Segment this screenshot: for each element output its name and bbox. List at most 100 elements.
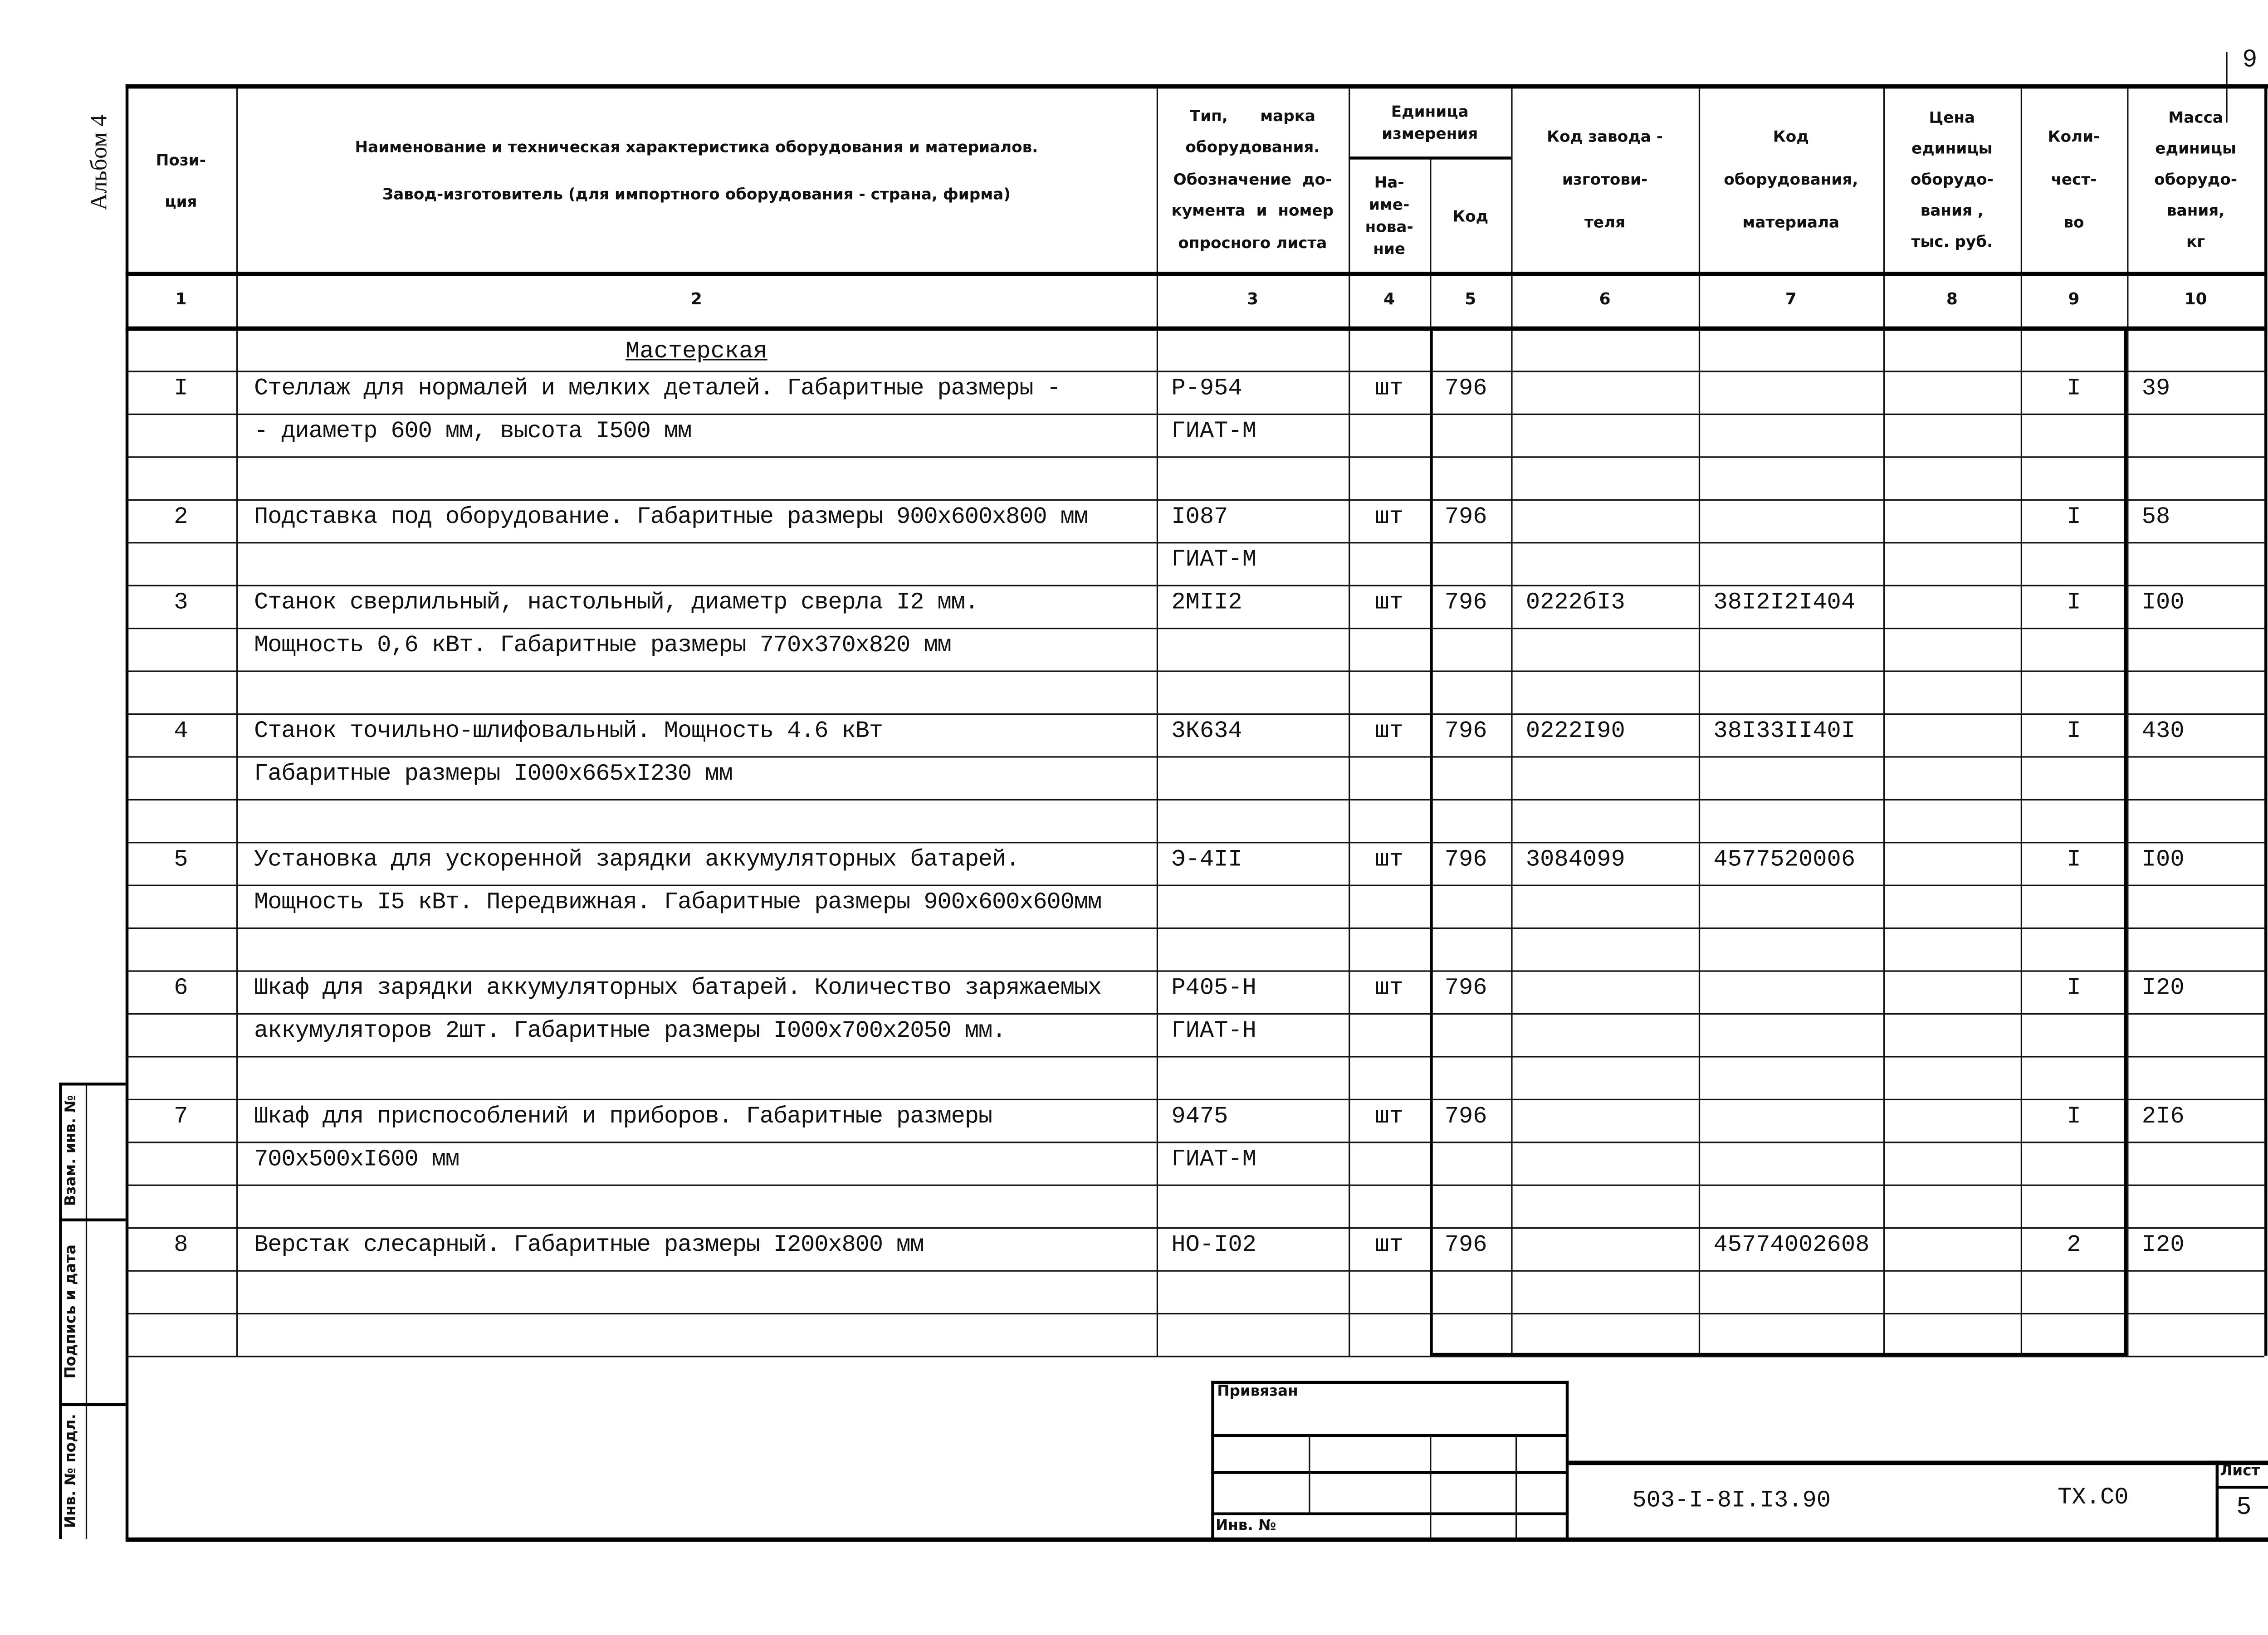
row-divider: [125, 1142, 2265, 1144]
cell-mass: I20: [2141, 1231, 2185, 1259]
row-divider: [125, 799, 2265, 801]
cell-factory: 0222I90: [1525, 717, 1625, 745]
stamp-line: [1211, 1471, 1569, 1474]
cell-code: 796: [1444, 589, 1487, 616]
row-divider: [125, 1313, 2265, 1315]
frame-bottom: [125, 1537, 2268, 1542]
column-number: 7: [1785, 289, 1797, 309]
cell-pos: 6: [174, 975, 188, 1001]
row-divider: [125, 371, 2265, 373]
page-number: 9: [2242, 47, 2258, 76]
column-number: 4: [1383, 289, 1395, 309]
side-stamp-divider: [85, 1082, 88, 1539]
row-divider: [125, 842, 2265, 844]
column-divider: [1349, 84, 1351, 1356]
cell-pos: I: [174, 375, 188, 402]
cell-unit: шт: [1375, 846, 1403, 873]
header-mass: Масса единицы оборудо- вания, кг: [2154, 109, 2238, 251]
cell-code: 796: [1444, 975, 1487, 1001]
cell-name: Мощность I5 кВт. Передвижная. Габаритные…: [254, 889, 1102, 916]
cell-unit: шт: [1375, 975, 1403, 1001]
cell-type: I087: [1171, 503, 1228, 531]
cell-equip: 45774002608: [1713, 1231, 1870, 1259]
cell-type: ГИАТ-М: [1171, 418, 1256, 445]
header-name-line2: Завод-изготовитель (для импортного обору…: [382, 186, 1011, 204]
row-divider: [125, 1184, 2265, 1186]
row-divider: [125, 499, 2265, 501]
row-divider: [125, 1013, 2265, 1015]
cell-name: Габаритные размеры I000x665xI230 мм: [254, 761, 733, 787]
row-divider: [125, 713, 2265, 716]
stamp-vline: [1309, 1435, 1311, 1514]
column-divider: [1883, 84, 1886, 1356]
row-divider: [125, 542, 2265, 544]
column-divider: [236, 84, 239, 1356]
cell-type: ГИАТ-М: [1171, 1146, 1256, 1173]
frame-left: [125, 1356, 129, 1539]
cell-unit: шт: [1375, 1231, 1403, 1259]
cell-unit: шт: [1375, 717, 1403, 745]
unit-header-split: [1349, 156, 1511, 160]
side-stamp-border: [59, 1082, 62, 1539]
column-number: 6: [1599, 289, 1611, 309]
row-divider: [125, 670, 2265, 673]
column-divider: [2020, 84, 2023, 1356]
cell-mass: 39: [2141, 375, 2170, 402]
cell-pos: 3: [174, 589, 188, 616]
sheet-box-border: [2215, 1460, 2219, 1539]
document-code: 503-I-8I.I3.90: [1632, 1487, 1831, 1514]
column-number: 9: [2068, 289, 2080, 309]
cell-code: 796: [1444, 503, 1487, 531]
column-divider: [2264, 84, 2268, 1356]
cell-mass: 58: [2141, 503, 2170, 531]
title-block-top: [1569, 1460, 2268, 1464]
cell-type: Р-954: [1171, 375, 1242, 402]
inv-original-label: Инв. № подл.: [64, 1414, 80, 1528]
cell-mass: 430: [2141, 717, 2185, 745]
sheet-number: 5: [2236, 1494, 2252, 1523]
replace-inv-label: Взам. инв. №: [64, 1095, 80, 1206]
cell-qty: I: [2067, 589, 2081, 616]
cell-name: Подставка под оборудование. Габаритные р…: [254, 503, 1088, 531]
row-divider: [125, 1356, 2265, 1358]
header-quantity: Коли- чест- во: [2048, 128, 2100, 232]
cell-pos: 8: [174, 1231, 188, 1259]
header-unit-group: Единица измерения: [1382, 102, 1478, 143]
cell-code: 796: [1444, 1231, 1487, 1259]
side-stamp-line: [59, 1218, 126, 1222]
row-divider: [125, 456, 2265, 459]
cell-name: Установка для ускоренной зарядки аккумул…: [254, 846, 1020, 873]
cell-code: 796: [1444, 717, 1487, 745]
column-number: 10: [2184, 289, 2207, 309]
row-divider: [125, 970, 2265, 972]
cell-unit: шт: [1375, 503, 1403, 531]
header-price: Цена единицы оборудо- вания , тыс. руб.: [1910, 109, 1994, 251]
cell-code: 796: [1444, 1103, 1487, 1130]
cell-pos: 7: [174, 1103, 188, 1130]
linked-stamp: [1211, 1381, 1569, 1539]
cell-factory: 0222бI3: [1525, 589, 1625, 616]
cell-equip: 38I33II40I: [1713, 717, 1856, 745]
cell-factory: 3084099: [1525, 846, 1625, 873]
cell-qty: I: [2067, 1103, 2081, 1130]
row-divider: [125, 627, 2265, 630]
section-title: Мастерская: [626, 338, 767, 365]
side-stamp-line: [59, 1403, 126, 1406]
cell-name: Стеллаж для нормалей и мелких деталей. Г…: [254, 375, 1061, 402]
cell-mass: I20: [2141, 975, 2185, 1001]
row-divider: [125, 1098, 2265, 1101]
row-divider: [125, 585, 2265, 587]
cell-name: Верстак слесарный. Габаритные размеры I2…: [254, 1231, 924, 1259]
cell-unit: шт: [1375, 589, 1403, 616]
column-number: 2: [690, 289, 702, 309]
cell-qty: I: [2067, 717, 2081, 745]
numbers-bottom: [125, 326, 2268, 330]
frame-top: [125, 84, 2268, 88]
inv-no-label: Инв. №: [1216, 1518, 1276, 1535]
cell-type: ГИАТ-М: [1171, 546, 1256, 573]
row-divider: [125, 927, 2265, 930]
stamp-line: [1211, 1512, 1569, 1516]
stamp-vline: [1515, 1435, 1518, 1539]
cell-pos: 4: [174, 717, 188, 745]
